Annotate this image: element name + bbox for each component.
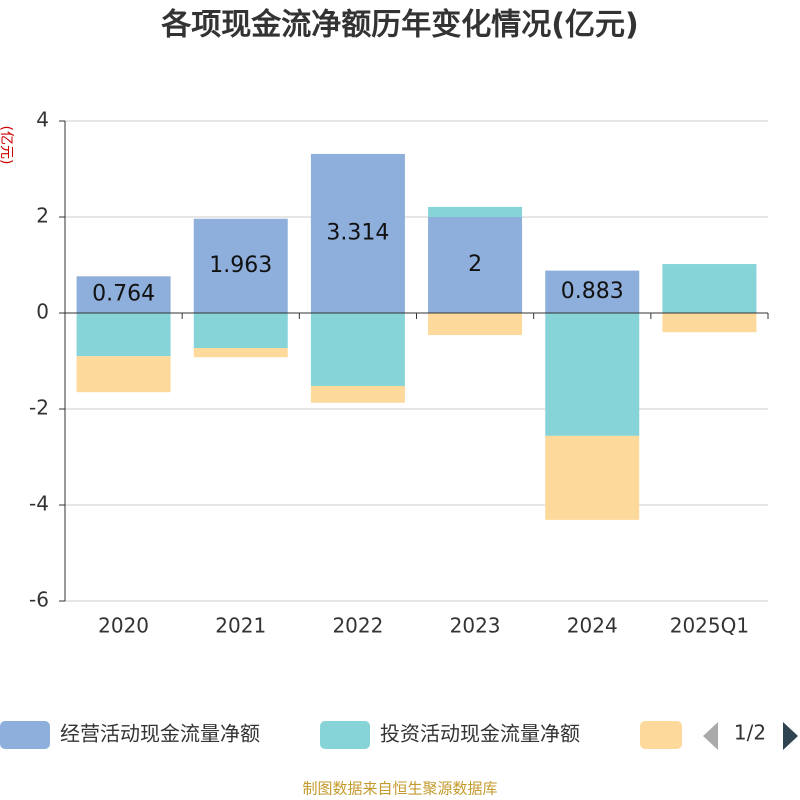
legend-label: 投资活动现金流量净额 bbox=[380, 722, 580, 746]
legend-swatch bbox=[640, 721, 682, 749]
bar bbox=[310, 313, 405, 386]
legend-prev[interactable] bbox=[703, 722, 718, 750]
bar bbox=[193, 313, 288, 349]
bar bbox=[428, 313, 523, 336]
legend-label: 经营活动现金流量净额 bbox=[60, 722, 260, 746]
y-axis-label: (亿元) bbox=[0, 126, 14, 165]
data-label: 0.764 bbox=[92, 282, 155, 307]
data-label: 1.963 bbox=[209, 253, 272, 278]
bar bbox=[310, 385, 405, 403]
bar bbox=[310, 153, 405, 313]
bar bbox=[662, 264, 757, 313]
x-tick-label: 2024 bbox=[567, 614, 618, 638]
legend-swatch bbox=[0, 721, 50, 749]
y-tick-label: 2 bbox=[36, 204, 49, 228]
chart-title: 各项现金流净额历年变化情况(亿元) bbox=[160, 8, 638, 43]
x-tick-label: 2020 bbox=[98, 614, 149, 638]
data-label: 0.883 bbox=[561, 279, 624, 304]
bar bbox=[428, 206, 523, 217]
legend-next[interactable] bbox=[783, 722, 798, 750]
bar bbox=[545, 313, 640, 436]
bar bbox=[193, 348, 288, 358]
x-tick-label: 2021 bbox=[215, 614, 266, 638]
bar bbox=[76, 276, 171, 313]
data-label: 3.314 bbox=[326, 220, 389, 245]
x-tick-label: 2022 bbox=[332, 614, 383, 638]
bar bbox=[193, 218, 288, 313]
y-tick-label: 0 bbox=[36, 300, 49, 324]
bar bbox=[662, 313, 757, 333]
x-tick-label: 2025Q1 bbox=[670, 614, 749, 638]
bar bbox=[76, 313, 171, 357]
bar bbox=[76, 356, 171, 393]
legend-swatch bbox=[320, 721, 370, 749]
bar bbox=[428, 217, 523, 313]
y-tick-label: -6 bbox=[29, 588, 49, 612]
y-tick-label: -2 bbox=[29, 396, 49, 420]
data-label: 2 bbox=[468, 252, 482, 277]
bar bbox=[545, 435, 640, 520]
y-tick-label: -4 bbox=[29, 492, 49, 516]
bar bbox=[545, 270, 640, 313]
legend-page: 1/2 bbox=[734, 721, 766, 745]
footer: 制图数据来自恒生聚源数据库 bbox=[302, 780, 497, 798]
x-tick-label: 2023 bbox=[450, 614, 501, 638]
y-tick-label: 4 bbox=[36, 108, 49, 132]
